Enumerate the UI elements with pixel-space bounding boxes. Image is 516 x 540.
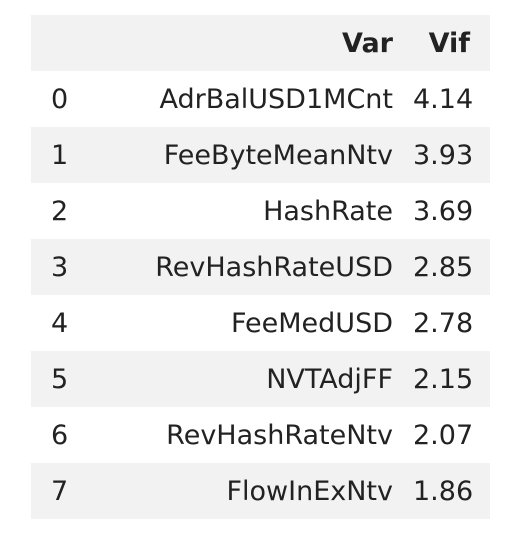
vif-cell: 2.85 <box>413 251 474 283</box>
var-cell: AdrBalUSD1MCnt <box>159 83 393 115</box>
row-index: 7 <box>51 475 69 507</box>
vif-table: Var Vif 0 AdrBalUSD1MCnt 4.14 1 FeeByteM… <box>31 15 490 519</box>
table-row: 0 AdrBalUSD1MCnt 4.14 <box>31 71 490 127</box>
header-row: Var Vif <box>31 15 490 71</box>
table-row: 5 NVTAdjFF 2.15 <box>31 351 490 407</box>
row-index: 0 <box>51 83 69 115</box>
row-index: 1 <box>51 139 69 171</box>
table-row: 3 RevHashRateUSD 2.85 <box>31 239 490 295</box>
row-index: 5 <box>51 363 69 395</box>
row-index: 6 <box>51 419 69 451</box>
table-body: 0 AdrBalUSD1MCnt 4.14 1 FeeByteMeanNtv 3… <box>31 71 490 519</box>
var-cell: FeeMedUSD <box>230 307 393 339</box>
row-index: 2 <box>51 195 69 227</box>
var-cell: RevHashRateNtv <box>166 419 393 451</box>
var-cell: FeeByteMeanNtv <box>163 139 393 171</box>
vif-cell: 4.14 <box>413 83 474 115</box>
var-header: Var <box>342 27 393 59</box>
row-index: 3 <box>51 251 69 283</box>
var-cell: FlowInExNtv <box>226 475 393 507</box>
table-row: 2 HashRate 3.69 <box>31 183 490 239</box>
row-index: 4 <box>51 307 69 339</box>
table-header: Var Vif <box>31 15 490 71</box>
dataframe-container: Var Vif 0 AdrBalUSD1MCnt 4.14 1 FeeByteM… <box>31 15 490 519</box>
var-cell: RevHashRateUSD <box>155 251 393 283</box>
table-row: 6 RevHashRateNtv 2.07 <box>31 407 490 463</box>
table-row: 1 FeeByteMeanNtv 3.93 <box>31 127 490 183</box>
vif-cell: 3.69 <box>413 195 474 227</box>
vif-cell: 2.78 <box>413 307 474 339</box>
index-header <box>31 15 94 71</box>
table-row: 4 FeeMedUSD 2.78 <box>31 295 490 351</box>
var-cell: HashRate <box>263 195 393 227</box>
var-cell: NVTAdjFF <box>266 363 393 395</box>
vif-cell: 1.86 <box>413 475 474 507</box>
vif-header: Vif <box>428 27 470 59</box>
vif-cell: 3.93 <box>413 139 474 171</box>
vif-cell: 2.07 <box>413 419 474 451</box>
table-row: 7 FlowInExNtv 1.86 <box>31 463 490 519</box>
vif-cell: 2.15 <box>413 363 474 395</box>
